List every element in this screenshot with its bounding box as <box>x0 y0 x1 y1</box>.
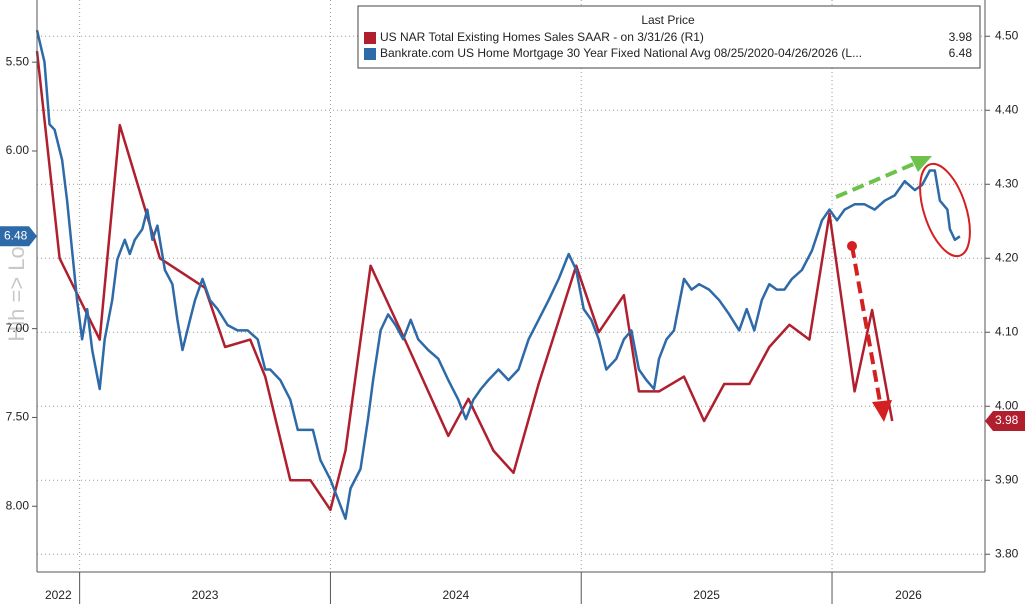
legend-box <box>357 5 981 69</box>
y-tick-label: 7.50 <box>6 410 30 424</box>
x-tick-label: 2024 <box>442 588 469 602</box>
last-value-tag <box>0 226 37 247</box>
red-arrow <box>850 245 882 403</box>
green-arrowhead <box>910 156 932 172</box>
y-axis-label: Hih => Low <box>4 230 29 341</box>
y-tick-label: 5.50 <box>6 54 30 68</box>
y-tick-label: 7.00 <box>6 321 30 335</box>
series-line <box>35 29 961 520</box>
legend-value: 3.98 <box>949 30 973 44</box>
series-layer <box>35 29 961 520</box>
y2-tick-label: 4.50 <box>995 28 1019 42</box>
annotations <box>835 156 971 422</box>
x-tick-label: 2022 <box>45 588 72 602</box>
y2-tick-label: 4.40 <box>995 102 1019 116</box>
y2-tick-label: 4.00 <box>995 398 1019 412</box>
green-arrow <box>835 161 917 199</box>
highlight-ellipse <box>919 162 971 258</box>
legend-label: US NAR Total Existing Homes Sales SAAR -… <box>380 30 704 44</box>
y-tick-label: 6.00 <box>6 143 30 157</box>
y2-tick-label: 4.30 <box>995 176 1019 190</box>
x-tick-label: 2026 <box>895 588 922 602</box>
x-tick-label: 2025 <box>693 588 720 602</box>
x-tick-label: 2023 <box>192 588 219 602</box>
grid <box>37 0 985 572</box>
legend-swatch <box>364 32 376 44</box>
last-value-label: 6.48 <box>4 228 28 242</box>
last-value-label: 3.98 <box>995 413 1019 427</box>
ticks: 5.50 6.00 7.00 7.50 8.00 3.80 3.90 4.00 4.10 4.20… <box>6 28 1019 604</box>
legend: Last Price <box>357 5 981 69</box>
y2-tick-label: 3.80 <box>995 546 1019 560</box>
legend-swatch <box>364 48 376 60</box>
red-arrowhead <box>872 400 892 422</box>
legend-value: 6.48 <box>949 46 973 60</box>
last-value-tag <box>985 411 1025 432</box>
y2-tick-label: 4.20 <box>995 250 1019 264</box>
y-tick-label: 8.00 <box>6 498 30 512</box>
y2-tick-label: 3.90 <box>995 472 1019 486</box>
series-line <box>35 50 894 512</box>
legend-label: Bankrate.com US Home Mortgage 30 Year Fi… <box>380 46 862 60</box>
legend-title: Last Price <box>641 13 695 27</box>
y2-tick-label: 4.10 <box>995 324 1019 338</box>
